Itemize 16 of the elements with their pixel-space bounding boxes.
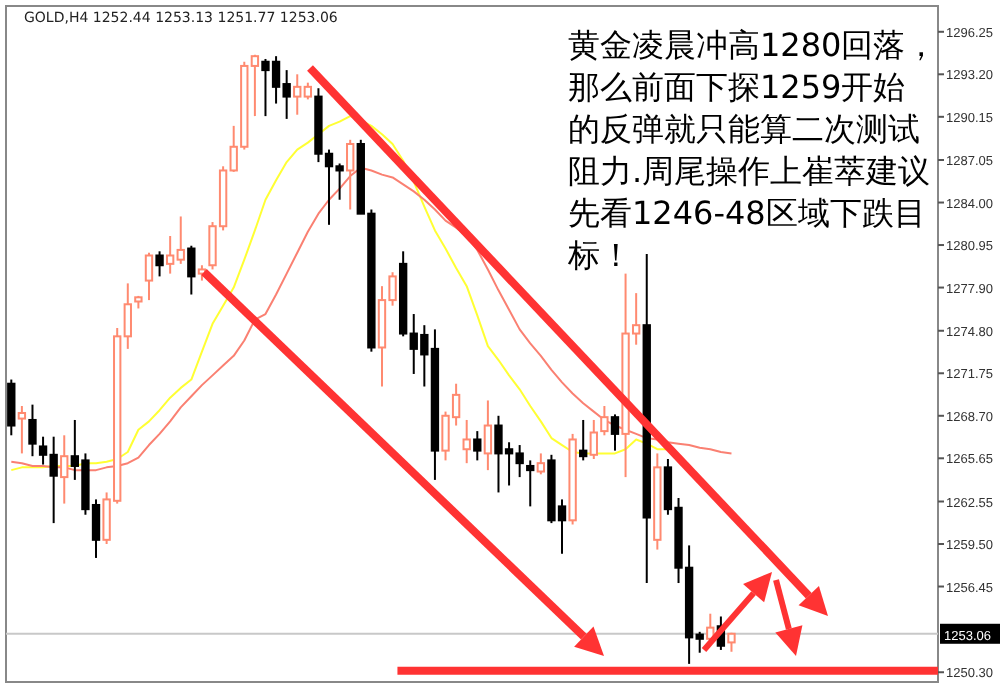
candlestick bbox=[28, 403, 37, 458]
candlestick bbox=[600, 405, 609, 437]
annotation: 黄金凌晨冲高1280回落，那么前面下探1259开始的反弹就只能算二次测试阻力.周尾操作上崔萃建议先看1246-48区域下跌目标！ bbox=[566, 26, 938, 274]
candlestick bbox=[187, 244, 196, 296]
candlestick bbox=[7, 378, 16, 437]
candlestick bbox=[536, 452, 546, 476]
candlestick bbox=[144, 251, 154, 302]
candlestick bbox=[610, 413, 620, 452]
candlestick bbox=[589, 418, 598, 460]
candlestick bbox=[579, 418, 588, 462]
candlestick bbox=[483, 399, 493, 472]
candlestick bbox=[17, 405, 27, 455]
candlestick bbox=[462, 418, 471, 465]
candlestick bbox=[473, 430, 482, 462]
candlestick bbox=[155, 250, 164, 278]
candlestick bbox=[526, 459, 535, 508]
